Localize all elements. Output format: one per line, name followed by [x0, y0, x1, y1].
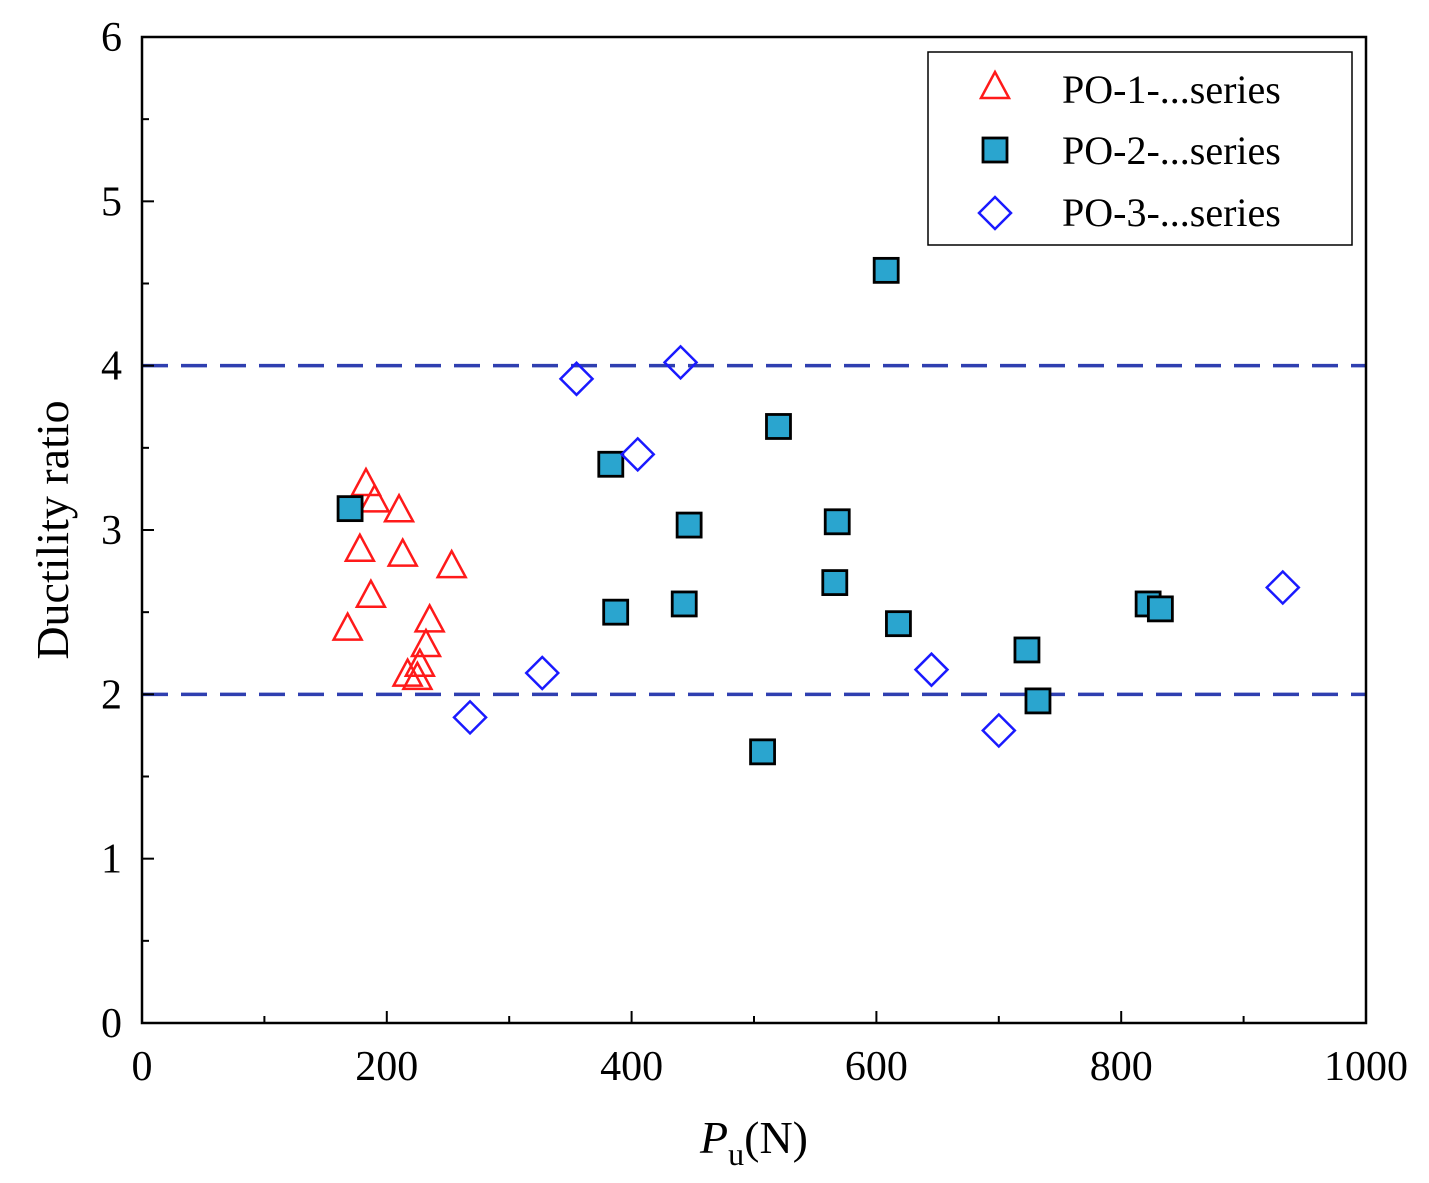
axis-ticks [141, 36, 1367, 1024]
legend-label-po1: PO-1-...series [1062, 67, 1281, 112]
y-tick-label: 5 [101, 179, 122, 225]
data-point-po3 [452, 699, 488, 736]
tick-labels: 0 200 400 600 800 1000 0 1 2 3 4 5 6 [101, 15, 1408, 1090]
data-point-po2 [872, 256, 900, 284]
x-tick-label: 400 [600, 1044, 663, 1090]
data-point-po2 [1024, 687, 1052, 715]
data-point-po3 [558, 361, 595, 397]
data-point-po1 [409, 627, 443, 658]
data-point-po2 [1013, 636, 1041, 664]
data-points [331, 256, 1301, 766]
legend-marker-po1 [978, 69, 1012, 100]
data-point-po2 [885, 610, 912, 638]
y-axis-title: Ductility ratio [27, 400, 78, 659]
data-point-po2 [823, 508, 851, 536]
data-point-po1 [343, 532, 376, 562]
x-axis-title-subscript: u [728, 1136, 744, 1172]
data-point-po2 [675, 511, 703, 539]
data-point-po2 [597, 450, 625, 478]
x-axis-title: Pu(N) [699, 1112, 808, 1172]
data-point-po1 [382, 492, 416, 523]
y-tick-label: 6 [101, 15, 122, 61]
y-tick-label: 2 [101, 672, 122, 718]
data-point-po1 [413, 602, 446, 633]
legend-marker-po2 [981, 136, 1009, 164]
x-tick-label: 0 [132, 1044, 153, 1090]
data-point-po3 [1265, 569, 1301, 606]
data-point-po3 [619, 436, 656, 473]
x-tick-label: 1000 [1324, 1044, 1408, 1090]
x-axis-title-unit: (N) [744, 1112, 808, 1163]
data-point-po1 [349, 466, 383, 497]
data-point-po3 [981, 712, 1017, 749]
data-point-po1 [391, 656, 424, 687]
data-point-po2 [336, 495, 364, 523]
legend-label-po2: PO-2-...series [1062, 128, 1281, 173]
x-tick-label: 800 [1090, 1044, 1153, 1090]
legend: PO-1-...series PO-2-...series PO-3-...se… [927, 51, 1353, 246]
y-tick-label: 4 [101, 344, 122, 390]
data-point-po1 [386, 537, 419, 567]
x-axis-title-main: P [699, 1112, 728, 1163]
data-point-po3 [662, 344, 699, 381]
x-tick-label: 200 [355, 1044, 418, 1090]
reference-lines [142, 363, 1366, 697]
legend-markers [977, 69, 1013, 231]
data-point-po1 [358, 482, 391, 513]
data-point-po1 [331, 610, 364, 641]
data-point-po2 [749, 738, 776, 766]
legend-label-po3: PO-3-...series [1062, 190, 1281, 235]
y-tick-label: 1 [101, 837, 122, 883]
x-tick-label: 600 [845, 1044, 908, 1090]
data-point-po2 [1146, 595, 1174, 623]
data-point-po3 [524, 655, 561, 691]
y-tick-label: 0 [101, 1001, 122, 1047]
data-point-po1 [435, 548, 468, 579]
data-point-po1 [403, 647, 436, 678]
data-point-po2 [821, 569, 849, 596]
data-point-po2 [602, 598, 630, 626]
legend-marker-po3 [977, 195, 1013, 231]
data-point-po3 [913, 651, 950, 688]
data-point-po1 [401, 660, 434, 691]
data-point-po2 [670, 590, 698, 618]
data-point-po2 [765, 413, 792, 440]
data-point-po1 [354, 578, 387, 608]
y-tick-label: 3 [101, 508, 122, 554]
